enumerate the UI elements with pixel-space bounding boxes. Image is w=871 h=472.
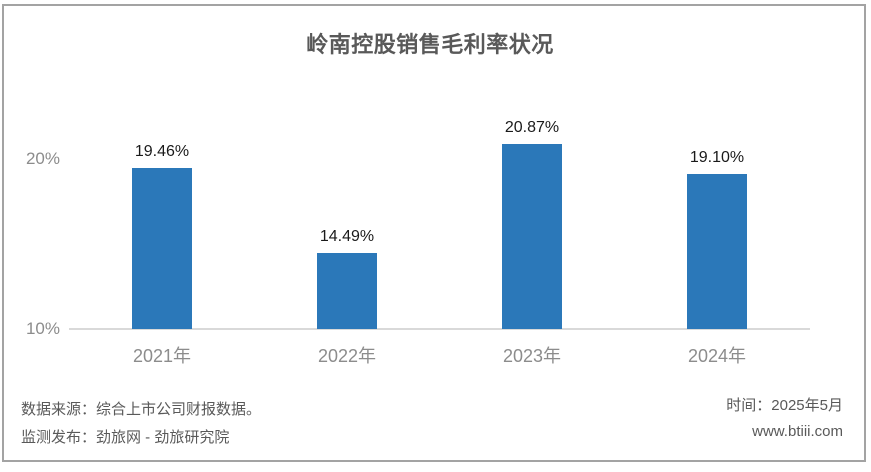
x-axis-tick-label: 2023年 xyxy=(502,346,562,366)
chart-title: 岭南控股销售毛利率状况 xyxy=(306,32,554,57)
website-text: www.btiii.com xyxy=(752,423,843,440)
footer-meta-block: 时间：2025年5月 www.btiii.com xyxy=(726,393,843,445)
bar-2021年 xyxy=(132,168,192,329)
report-time-text: 时间：2025年5月 xyxy=(726,397,843,414)
x-axis-tick-label: 2021年 xyxy=(132,346,192,366)
bar-value-label: 14.49% xyxy=(319,228,375,245)
bar-2022年 xyxy=(317,253,377,329)
y-axis-tick-label: 10% xyxy=(25,319,60,338)
x-axis-tick-label: 2022年 xyxy=(317,346,377,366)
bar-2023年 xyxy=(502,144,562,329)
publisher-text: 监测发布：劲旅网 - 劲旅研究院 xyxy=(21,429,230,446)
bar-2024年 xyxy=(687,174,747,329)
x-axis-line xyxy=(69,328,810,330)
footer-source-block: 数据来源：综合上市公司财报数据。 监测发布：劲旅网 - 劲旅研究院 xyxy=(21,396,261,452)
data-source-text: 数据来源：综合上市公司财报数据。 xyxy=(21,401,262,418)
bar-value-label: 19.10% xyxy=(689,149,745,166)
bar-value-label: 19.46% xyxy=(134,143,190,160)
bar-value-label: 20.87% xyxy=(504,119,560,136)
x-axis-tick-label: 2024年 xyxy=(687,346,747,366)
y-axis-tick-label: 20% xyxy=(25,149,60,168)
